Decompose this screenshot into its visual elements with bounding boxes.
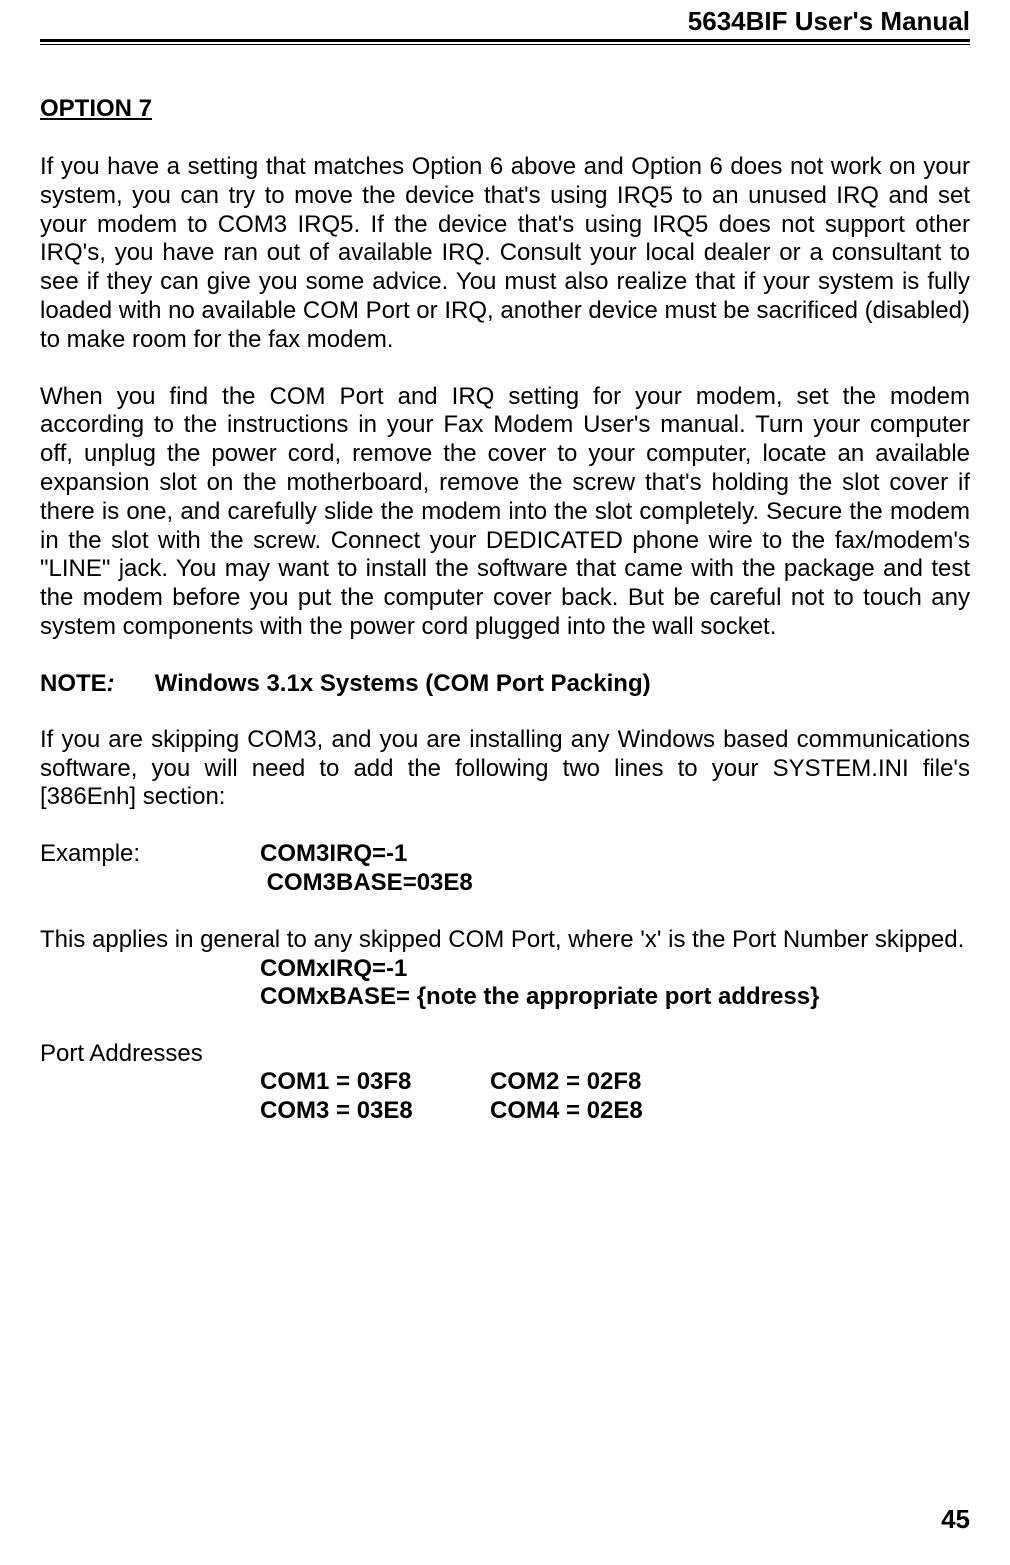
note-title: Windows 3.1x Systems (COM Port Packing) bbox=[155, 670, 651, 697]
port-com4: COM4 = 02E8 bbox=[490, 1097, 643, 1124]
port-address-table: COM1 = 03F8COM2 = 02F8 COM3 = 03E8COM4 =… bbox=[260, 1068, 970, 1126]
paragraph-2: When you find the COM Port and IRQ setti… bbox=[40, 383, 970, 642]
port-com3: COM3 = 03E8 bbox=[260, 1097, 490, 1126]
applies-text: This applies in general to any skipped C… bbox=[40, 926, 970, 955]
port-addresses-label: Port Addresses bbox=[40, 1040, 970, 1068]
paragraph-1: If you have a setting that matches Optio… bbox=[40, 153, 970, 355]
header-title: 5634BIF User's Manual bbox=[688, 6, 970, 36]
example-line2: COM3BASE=03E8 bbox=[267, 869, 473, 896]
applies-lines: COMxIRQ=-1 COMxBASE= {note the appropria… bbox=[260, 955, 970, 1013]
example-values: COM3IRQ=-1 COM3BASE=03E8 bbox=[260, 840, 473, 898]
applies-line1: COMxIRQ=-1 bbox=[260, 955, 407, 982]
applies-line2: COMxBASE= {note the appropriate port add… bbox=[260, 983, 819, 1010]
example-block: Example:COM3IRQ=-1 COM3BASE=03E8 bbox=[40, 840, 970, 898]
note-label: NOTE bbox=[40, 670, 107, 697]
example-label: Example: bbox=[40, 840, 260, 869]
note-paragraph: If you are skipping COM3, and you are in… bbox=[40, 726, 970, 812]
section-heading: OPTION 7 bbox=[40, 95, 970, 123]
header-divider bbox=[40, 39, 970, 45]
page: 5634BIF User's Manual OPTION 7 If you ha… bbox=[0, 0, 1010, 1565]
note-heading: NOTE: Windows 3.1x Systems (COM Port Pac… bbox=[40, 670, 970, 698]
page-number: 45 bbox=[941, 1504, 970, 1535]
port-com1: COM1 = 03F8 bbox=[260, 1068, 490, 1097]
example-line1: COM3IRQ=-1 bbox=[260, 840, 407, 867]
port-com2: COM2 = 02F8 bbox=[490, 1068, 641, 1095]
note-colon: : bbox=[107, 670, 115, 697]
header: 5634BIF User's Manual bbox=[40, 0, 970, 39]
